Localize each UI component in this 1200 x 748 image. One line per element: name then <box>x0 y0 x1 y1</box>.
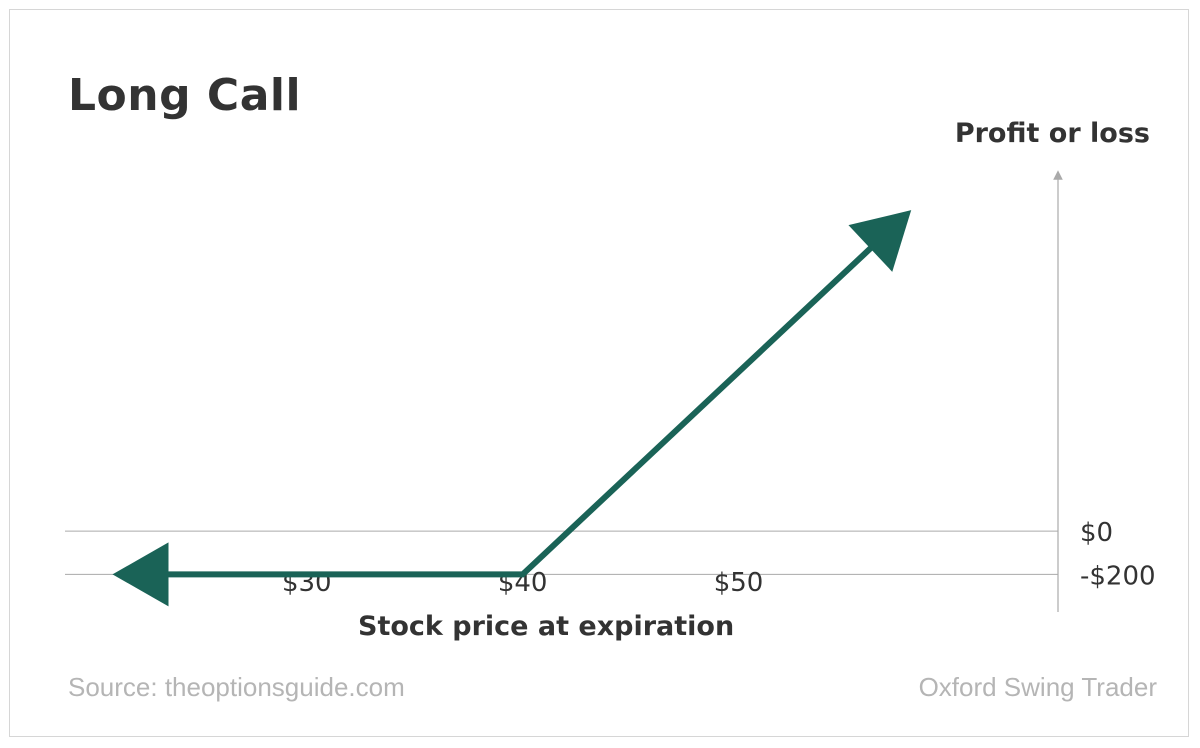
brand-credit: Oxford Swing Trader <box>918 672 1157 702</box>
y-axis-label: Profit or loss <box>954 118 1150 149</box>
payoff-line <box>164 243 876 578</box>
y-tick-label: -$200 <box>1080 561 1156 591</box>
chart-title: Long Call <box>68 70 302 121</box>
x-tick-label: $50 <box>714 568 764 598</box>
source-credit: Source: theoptionsguide.com <box>68 672 405 702</box>
y-tick-label: $0 <box>1080 518 1113 548</box>
payoff-arrowhead-right <box>848 210 912 272</box>
chart-frame <box>9 9 1189 737</box>
x-axis-label: Stock price at expiration <box>358 611 735 642</box>
payoff-arrowhead-left <box>112 542 169 607</box>
